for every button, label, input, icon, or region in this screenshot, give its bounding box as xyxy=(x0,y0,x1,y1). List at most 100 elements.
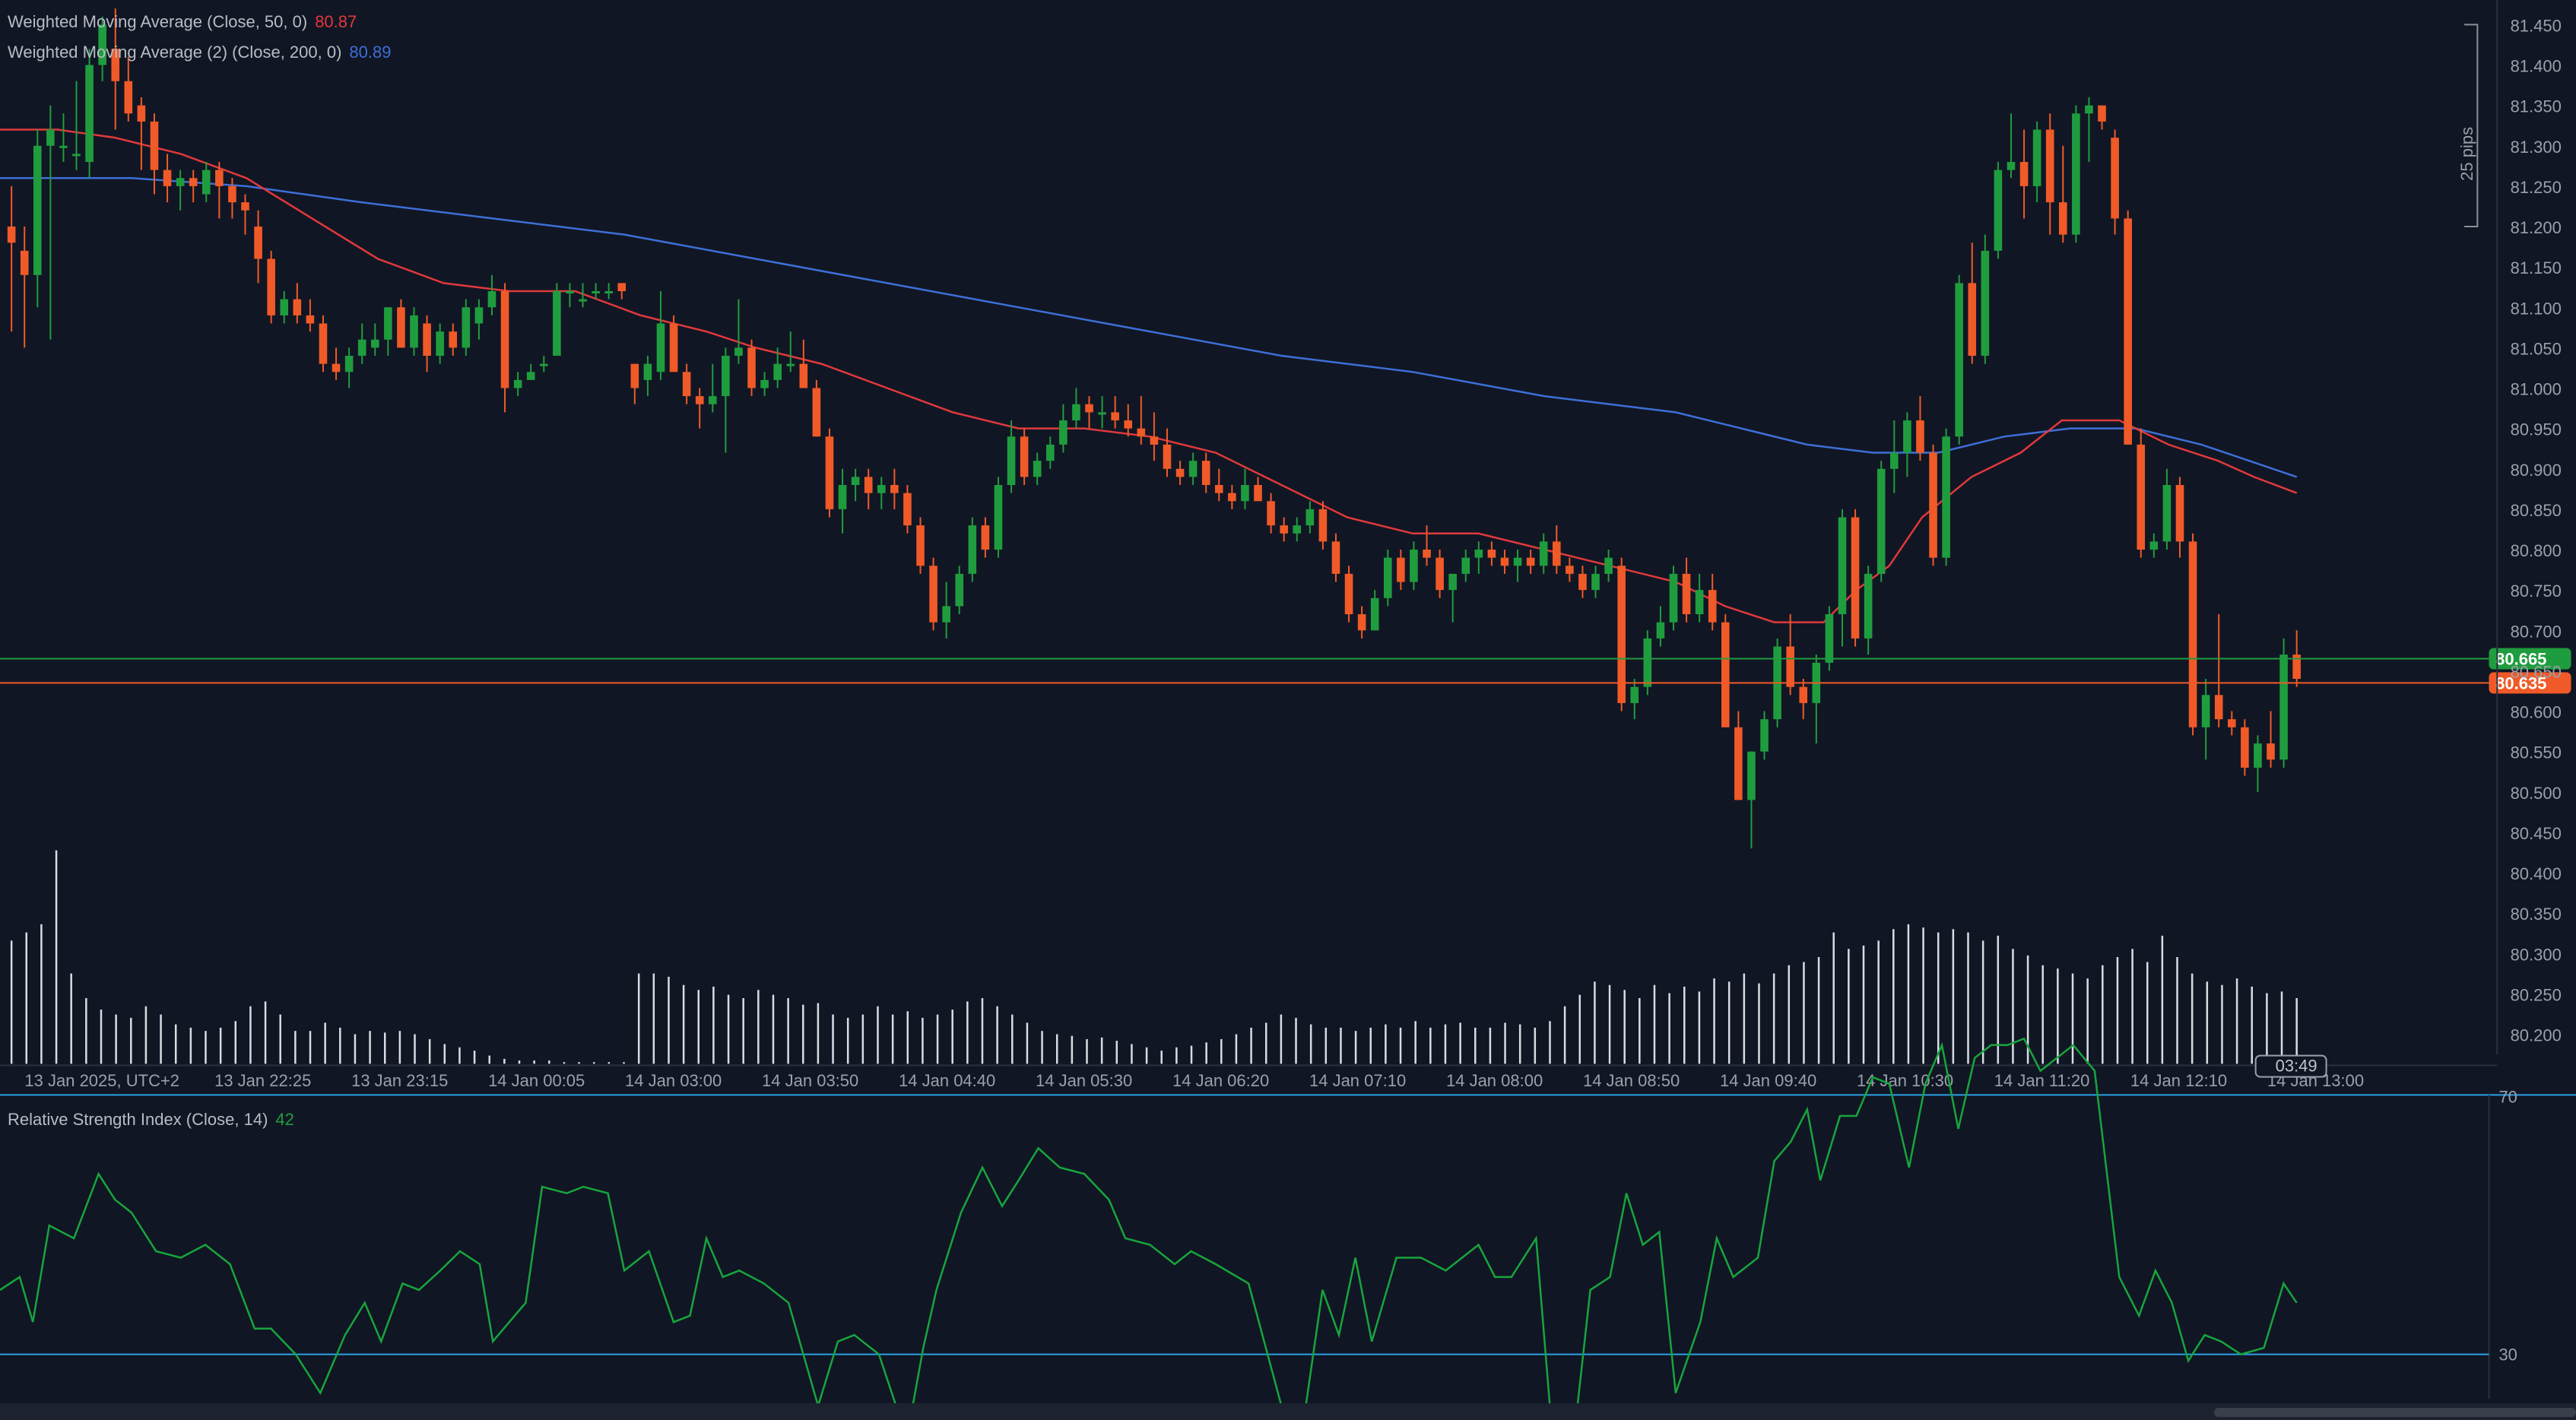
legend-wma50-label: Weighted Moving Average (Close, 50, 0) xyxy=(8,12,308,31)
price-tick-label: 80.300 xyxy=(2511,945,2562,964)
time-tick-label: 14 Jan 09:40 xyxy=(1720,1071,1816,1090)
candle-body xyxy=(1851,517,1860,639)
candle-body xyxy=(1747,751,1756,800)
price-tick-label: 80.750 xyxy=(2511,582,2562,601)
candle-body xyxy=(526,372,535,380)
legend-wma50[interactable]: Weighted Moving Average (Close, 50, 0) 80… xyxy=(8,12,357,32)
candle-body xyxy=(1241,485,1249,502)
candle-body xyxy=(1889,452,1899,469)
candle-body xyxy=(2292,655,2301,680)
horizontal-scrollbar[interactable] xyxy=(0,1403,2576,1420)
candle-body xyxy=(2201,695,2210,727)
candle-body xyxy=(267,258,275,315)
candle-body xyxy=(2162,485,2172,542)
candle-body xyxy=(370,339,379,348)
candle-body xyxy=(1201,461,1210,486)
time-tick-label: 13 Jan 23:15 xyxy=(351,1071,448,1090)
ask-badge xyxy=(2489,672,2571,694)
candle-body xyxy=(1423,550,1431,558)
candle-body xyxy=(1045,444,1055,461)
candle-body xyxy=(1059,420,1068,445)
candle-body xyxy=(98,24,106,65)
candle-body xyxy=(2124,218,2132,445)
candle-body xyxy=(1487,550,1496,558)
candlesticks xyxy=(7,8,2301,849)
candle-body xyxy=(2267,743,2275,760)
price-tick-label: 80.350 xyxy=(2511,905,2562,924)
price-axis[interactable]: 81.450 81.400 81.350 81.300 81.250 81.200 81.1… xyxy=(2457,0,2562,1055)
candle-body xyxy=(1188,461,1198,477)
candle-body xyxy=(46,129,55,146)
candle-body xyxy=(513,379,522,388)
candle-body xyxy=(1682,573,1691,615)
candle-body xyxy=(1436,557,1444,591)
candle-body xyxy=(1799,686,1808,703)
candle-body xyxy=(1150,436,1159,445)
candle-body xyxy=(994,485,1003,550)
legend-wma200-label: Weighted Moving Average (2) (Close, 200,… xyxy=(8,43,342,62)
candle-body xyxy=(864,477,873,493)
wma200-line xyxy=(0,177,2298,478)
candle-body xyxy=(553,291,561,357)
price-tick-label: 80.500 xyxy=(2511,784,2562,803)
candle-body xyxy=(1280,525,1288,534)
legend-wma50-value: 80.87 xyxy=(315,12,357,31)
legend-rsi[interactable]: Relative Strength Index (Close, 14) 42 xyxy=(8,1110,294,1130)
candle-body xyxy=(955,573,964,607)
price-tick-label: 80.650 xyxy=(2511,662,2562,681)
candle-body xyxy=(384,307,392,340)
ask-price-label: 80.635 xyxy=(2495,674,2546,693)
candle-body xyxy=(825,436,834,509)
price-lines: 80.665 80.635 xyxy=(0,648,2571,694)
pips-label: 25 pips xyxy=(2457,127,2476,181)
candle-body xyxy=(33,145,42,275)
scrollbar-thumb[interactable] xyxy=(2214,1408,2576,1417)
candle-body xyxy=(838,485,847,509)
price-tick-label: 80.200 xyxy=(2511,1026,2562,1045)
time-tick-label: 14 Jan 11:20 xyxy=(1994,1071,2090,1090)
candle-body xyxy=(1318,509,1328,542)
candle-body xyxy=(1708,590,1717,623)
candle-body xyxy=(1838,517,1847,615)
candle-body xyxy=(799,363,808,388)
candle-body xyxy=(111,49,120,81)
candle-body xyxy=(2214,695,2223,720)
candle-body xyxy=(669,323,678,372)
candle-body xyxy=(1020,436,1029,477)
legend-wma200[interactable]: Weighted Moving Average (2) (Close, 200,… xyxy=(8,43,391,62)
candle-body xyxy=(462,307,471,348)
price-tick-label: 81.000 xyxy=(2511,380,2562,399)
candle-body xyxy=(332,363,341,372)
price-tick-label: 81.100 xyxy=(2511,299,2562,318)
candle-body xyxy=(2175,485,2184,542)
candle-body xyxy=(916,525,925,566)
candle-body xyxy=(449,331,458,348)
candle-body xyxy=(306,315,315,324)
candle-body xyxy=(59,145,68,148)
wma50-line xyxy=(0,128,2298,623)
pips-bracket xyxy=(2464,24,2479,228)
price-tick-label: 81.050 xyxy=(2511,339,2562,358)
candle-body xyxy=(1994,170,2003,251)
candle-body xyxy=(773,363,782,380)
candle-body xyxy=(2072,113,2080,235)
legend-rsi-value: 42 xyxy=(275,1110,294,1129)
candle-body xyxy=(1085,404,1093,413)
bid-badge xyxy=(2489,648,2571,670)
price-tick-label: 81.450 xyxy=(2511,16,2562,35)
price-tick-label: 80.800 xyxy=(2511,541,2562,560)
candle-body xyxy=(890,485,899,493)
candle-body xyxy=(786,363,795,366)
candle-body xyxy=(1448,573,1457,591)
candle-body xyxy=(1474,550,1483,558)
candle-body xyxy=(1669,573,1678,623)
candle-body xyxy=(1721,622,1730,727)
time-tick-label: 14 Jan 10:30 xyxy=(1857,1071,1953,1090)
time-tick-label: 13 Jan 22:25 xyxy=(214,1071,311,1090)
time-tick-label: 13 Jan 2025, UTC+2 xyxy=(24,1071,179,1090)
candle-body xyxy=(254,227,262,259)
candle-body xyxy=(708,396,717,404)
time-axis[interactable]: 13 Jan 2025, UTC+2 13 Jan 22:25 13 Jan 23:… xyxy=(0,1054,2498,1090)
